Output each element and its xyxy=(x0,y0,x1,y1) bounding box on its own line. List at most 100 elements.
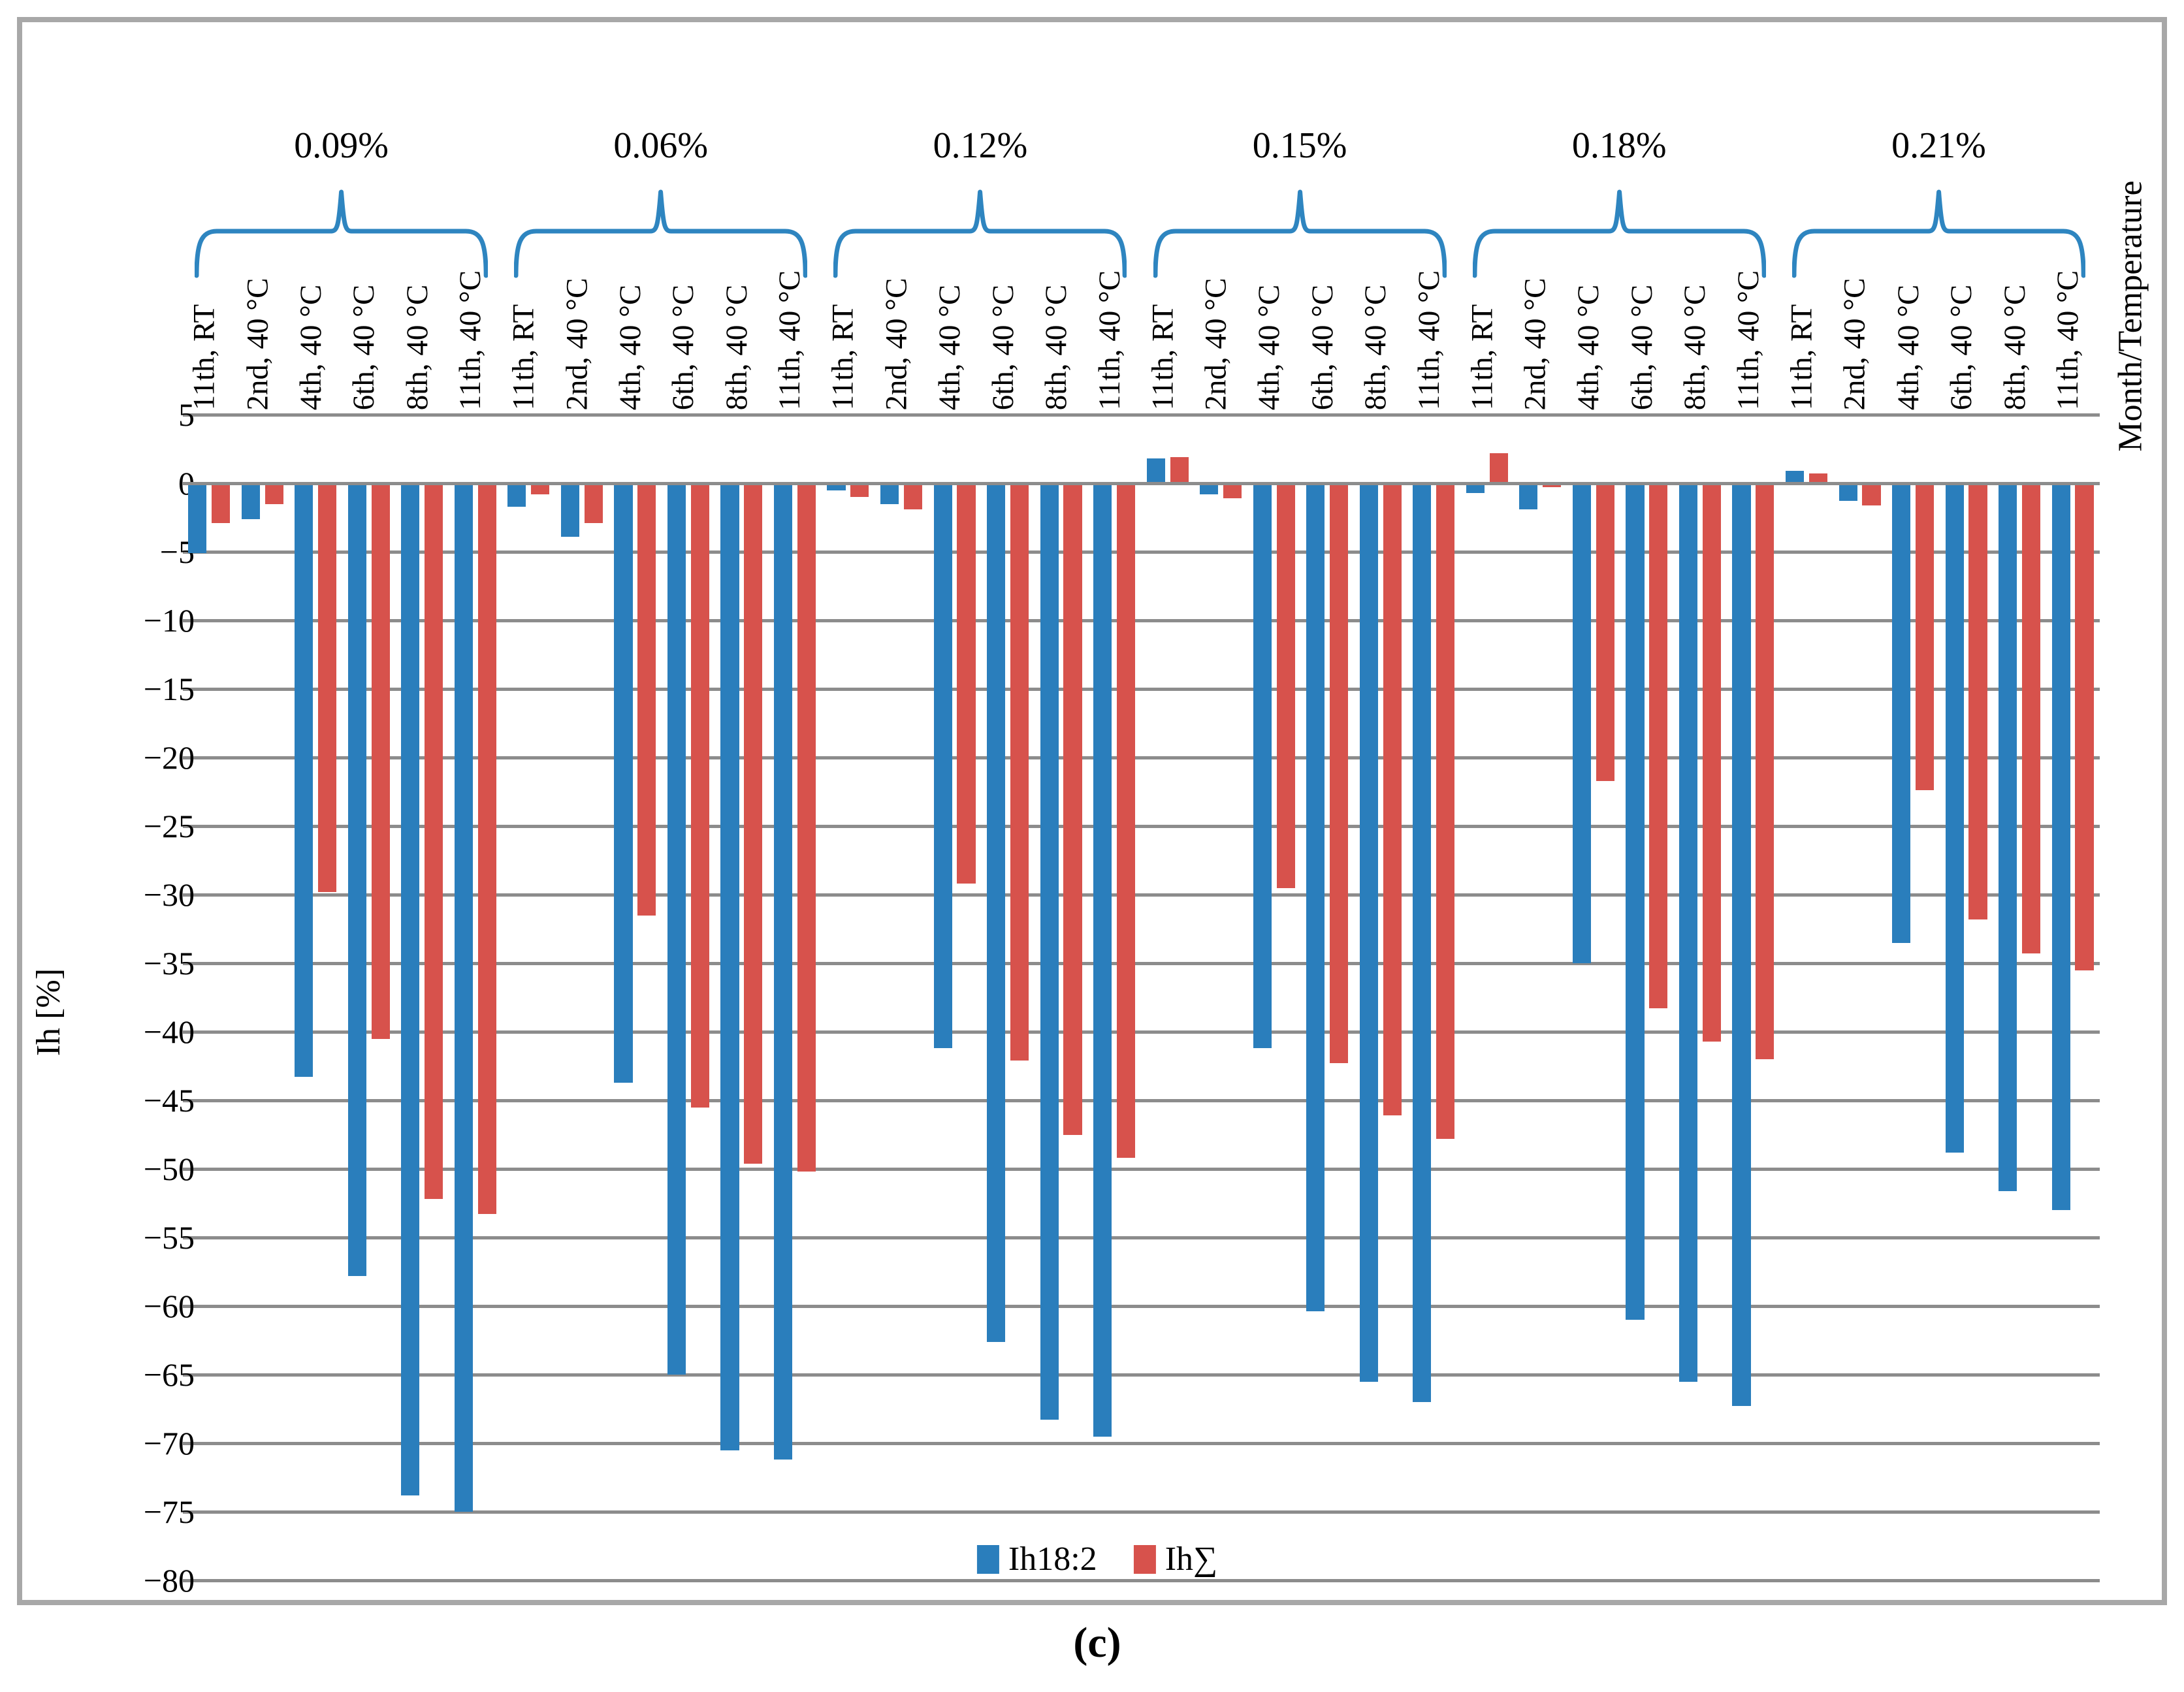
legend-label-ihsum: Ih∑ xyxy=(1164,1540,1218,1578)
bar-ihsum-0.21%-8th, 40 °C xyxy=(2021,483,2041,954)
bar-ihsum-0.15%-8th, 40 °C xyxy=(1383,483,1402,1116)
gridline-y--30 xyxy=(183,893,2100,897)
bar-ihsum-0.06%-6th, 40 °C xyxy=(690,483,709,1108)
x-axis-right-title: Month/Temperature xyxy=(2112,180,2149,452)
gridline-y--10 xyxy=(183,619,2100,622)
x-category-label: 11th, 40 °C xyxy=(1731,270,1766,411)
bar-ihsum-0.12%-4th, 40 °C xyxy=(957,483,976,884)
bar-ih182-0.06%-11th, RT xyxy=(507,483,526,507)
bar-ihsum-0.15%-11th, RT xyxy=(1170,457,1189,483)
x-category-label: 11th, RT xyxy=(1145,304,1180,410)
bar-ihsum-0.21%-6th, 40 °C xyxy=(1968,483,1987,919)
bar-ih182-0.15%-6th, 40 °C xyxy=(1306,483,1325,1312)
x-category-label: 8th, 40 °C xyxy=(1039,284,1074,411)
bar-ihsum-0.18%-11th, 40 °C xyxy=(1756,483,1774,1059)
group-brace-0.15% xyxy=(1153,189,1447,278)
gridline-y--5 xyxy=(183,551,2100,554)
bar-ih182-0.06%-2nd, 40 °C xyxy=(560,483,579,537)
bar-ihsum-0.12%-6th, 40 °C xyxy=(1010,483,1029,1061)
x-category-label: 4th, 40 °C xyxy=(1571,284,1606,411)
bar-ihsum-0.06%-8th, 40 °C xyxy=(744,483,763,1164)
x-category-label: 6th, 40 °C xyxy=(1305,284,1340,411)
bar-ihsum-0.18%-8th, 40 °C xyxy=(1702,483,1721,1042)
gridline-y--50 xyxy=(183,1168,2100,1171)
group-label-0.15%: 0.15% xyxy=(1252,125,1347,166)
x-category-label: 8th, 40 °C xyxy=(400,284,434,411)
bar-ih182-0.12%-8th, 40 °C xyxy=(1040,483,1059,1420)
x-category-label: 8th, 40 °C xyxy=(1997,284,2032,411)
bar-ih182-0.18%-11th, 40 °C xyxy=(1732,483,1751,1407)
x-category-label: 2nd, 40 °C xyxy=(240,278,275,410)
x-category-label: 8th, 40 °C xyxy=(720,284,754,411)
gridline-y--65 xyxy=(183,1373,2100,1377)
bar-ihsum-0.09%-6th, 40 °C xyxy=(371,483,390,1039)
group-brace-0.18% xyxy=(1472,189,1766,278)
gridline-y--80 xyxy=(183,1579,2100,1582)
bar-ihsum-0.18%-11th, RT xyxy=(1489,453,1508,483)
bar-ih182-0.18%-6th, 40 °C xyxy=(1626,483,1645,1320)
gridline-y--15 xyxy=(183,688,2100,691)
group-label-0.09%: 0.09% xyxy=(294,125,389,166)
x-category-label: 11th, 40 °C xyxy=(1411,270,1446,411)
gridline-y--20 xyxy=(183,756,2100,759)
group-label-0.21%: 0.21% xyxy=(1891,125,1986,166)
y-axis-title: Ih [%] xyxy=(30,968,68,1057)
y-tick-label: −20 xyxy=(143,739,195,776)
y-tick-label: −55 xyxy=(143,1219,195,1256)
bar-ih182-0.09%-11th, 40 °C xyxy=(454,483,473,1512)
bar-ihsum-0.15%-6th, 40 °C xyxy=(1330,483,1349,1064)
y-tick-label: 0 xyxy=(178,465,195,502)
group-brace-0.21% xyxy=(1791,189,2085,278)
bar-ih182-0.09%-11th, RT xyxy=(188,483,207,554)
y-tick-label: −80 xyxy=(143,1562,195,1599)
x-category-label: 6th, 40 °C xyxy=(347,284,381,411)
bar-ihsum-0.21%-2nd, 40 °C xyxy=(1862,483,1881,505)
gridline-y--60 xyxy=(183,1305,2100,1308)
gridline-y-5 xyxy=(183,413,2100,417)
bar-ih182-0.21%-11th, RT xyxy=(1785,471,1805,483)
bar-ih182-0.06%-6th, 40 °C xyxy=(667,483,686,1375)
x-category-label: 11th, 40 °C xyxy=(1092,270,1127,411)
legend-entry-ih182: Ih18:2 xyxy=(976,1541,1097,1578)
bar-ih182-0.15%-11th, 40 °C xyxy=(1413,483,1432,1402)
bar-ih182-0.21%-4th, 40 °C xyxy=(1892,483,1911,943)
x-category-label: 11th, RT xyxy=(506,304,541,410)
bar-ihsum-0.15%-11th, 40 °C xyxy=(1436,483,1455,1139)
y-tick-label: −50 xyxy=(143,1151,195,1187)
y-tick-label: −30 xyxy=(143,876,195,913)
y-tick-label: 5 xyxy=(178,396,195,433)
x-category-label: 4th, 40 °C xyxy=(293,284,328,411)
y-tick-label: −40 xyxy=(143,1014,195,1050)
bar-ih182-0.06%-4th, 40 °C xyxy=(614,483,633,1083)
bar-ihsum-0.18%-6th, 40 °C xyxy=(1649,483,1668,1009)
gridline-y--25 xyxy=(183,825,2100,828)
group-label-0.06%: 0.06% xyxy=(613,125,709,166)
x-category-label: 4th, 40 °C xyxy=(1891,284,1925,411)
bar-ihsum-0.06%-11th, RT xyxy=(531,483,550,494)
y-tick-label: −5 xyxy=(159,534,195,570)
gridline-y--70 xyxy=(183,1442,2100,1445)
bar-ih182-0.15%-4th, 40 °C xyxy=(1253,483,1272,1049)
bar-ihsum-0.12%-11th, RT xyxy=(850,483,869,497)
y-tick-label: −70 xyxy=(143,1425,195,1461)
bar-ih182-0.21%-8th, 40 °C xyxy=(1999,483,2017,1191)
x-category-label: 6th, 40 °C xyxy=(1625,284,1660,411)
x-category-label: 11th, 40 °C xyxy=(2051,270,2085,411)
gridline-y--55 xyxy=(183,1236,2100,1239)
bar-ihsum-0.15%-2nd, 40 °C xyxy=(1223,483,1242,499)
bar-ih182-0.09%-8th, 40 °C xyxy=(401,483,420,1495)
y-tick-label: −25 xyxy=(143,808,195,844)
x-category-label: 8th, 40 °C xyxy=(1358,284,1393,411)
bar-ih182-0.18%-11th, RT xyxy=(1466,483,1485,493)
bar-ih182-0.06%-8th, 40 °C xyxy=(720,483,739,1450)
x-category-label: 11th, RT xyxy=(826,304,860,410)
bar-ih182-0.18%-4th, 40 °C xyxy=(1572,483,1591,963)
x-category-label: 2nd, 40 °C xyxy=(1518,278,1552,410)
bar-ih182-0.12%-2nd, 40 °C xyxy=(880,483,899,504)
bar-ihsum-0.09%-2nd, 40 °C xyxy=(265,483,283,504)
y-tick-label: −75 xyxy=(143,1493,195,1530)
x-category-label: 11th, RT xyxy=(1465,304,1500,410)
y-tick-label: −15 xyxy=(143,671,195,707)
group-label-0.12%: 0.12% xyxy=(933,125,1028,166)
bar-ih182-0.09%-4th, 40 °C xyxy=(295,483,313,1077)
